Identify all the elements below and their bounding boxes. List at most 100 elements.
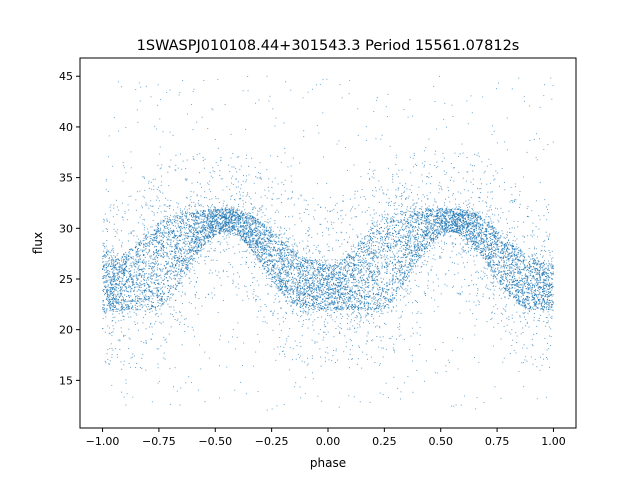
data-point [246,218,248,220]
data-point [201,227,203,229]
data-point [178,243,180,245]
data-point [276,253,278,255]
data-point [462,217,464,219]
data-point [491,239,493,241]
data-point [531,288,533,290]
data-point [500,251,502,253]
data-point [443,222,445,224]
data-point [377,268,379,270]
data-point [437,212,439,214]
data-point [369,290,371,292]
data-point [141,276,143,278]
data-point [320,294,322,296]
data-point [343,292,345,294]
data-point [206,219,208,221]
data-point [225,220,227,222]
data-point [305,281,307,283]
data-point [510,270,512,272]
data-point [516,262,518,264]
data-point [159,293,161,295]
data-point [413,254,415,256]
chart-title: 1SWASPJ010108.44+301543.3 Period 15561.0… [137,38,520,54]
data-point [106,298,108,300]
data-point [186,250,188,252]
data-point [144,236,146,238]
data-point [286,290,288,292]
data-point [472,226,474,228]
data-point [402,276,404,278]
data-point [306,304,308,306]
data-point [544,267,546,269]
data-point [194,223,196,225]
data-point [319,289,321,291]
data-point [452,217,454,219]
data-point [386,281,388,283]
data-point [145,264,147,266]
data-point [343,307,345,309]
data-point [450,212,452,214]
data-point [354,307,356,309]
data-point [406,256,408,258]
data-point [307,286,309,288]
data-point [150,263,152,265]
data-point [525,301,527,303]
data-point [466,222,468,224]
data-point [462,215,464,217]
data-point [537,273,539,275]
data-point [193,226,195,228]
data-point [506,273,508,275]
data-point [296,292,298,294]
data-point [378,246,380,248]
data-point [514,287,516,289]
data-point [171,262,173,264]
data-point [104,263,106,265]
data-point [482,232,484,234]
data-point [495,270,497,272]
data-point [549,283,551,285]
data-point [102,301,104,303]
data-point [530,306,532,308]
data-point [187,245,189,247]
data-point [489,226,491,228]
data-point [432,232,434,234]
data-point [469,233,471,235]
data-point [446,229,448,231]
data-point [124,283,126,285]
data-point [178,250,180,252]
data-point [289,276,291,278]
data-point [494,243,496,245]
data-point [542,279,544,281]
data-point [315,290,317,292]
data-point [483,231,485,233]
data-point [261,223,263,225]
data-point [303,289,305,291]
data-point [258,242,260,244]
data-point [488,264,490,266]
data-point [402,280,404,282]
data-point [196,215,198,217]
data-point [175,274,177,276]
data-point [410,215,412,217]
data-point [141,274,143,276]
data-point [233,220,235,222]
data-point [126,260,128,262]
data-point [544,295,546,297]
data-point [168,276,170,278]
data-point [251,220,253,222]
data-point [314,275,316,276]
data-point [518,259,520,261]
data-point [357,262,359,264]
data-point [497,234,499,236]
data-point [540,279,542,281]
data-point [119,270,121,272]
data-point [462,211,464,213]
data-point [509,267,511,269]
data-point [469,212,471,214]
data-point [129,272,131,274]
data-point [200,227,202,229]
data-point [439,219,441,221]
data-point [480,241,482,243]
data-point [376,241,378,243]
data-point [188,260,190,262]
data-point [361,242,363,244]
